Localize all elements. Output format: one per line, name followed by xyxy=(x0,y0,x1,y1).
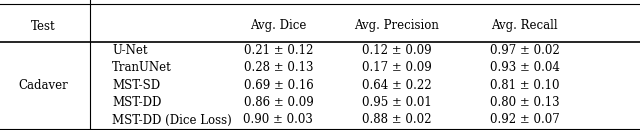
Text: 0.92 ± 0.07: 0.92 ± 0.07 xyxy=(490,113,559,126)
Text: 0.12 ± 0.09: 0.12 ± 0.09 xyxy=(362,44,431,57)
Text: Avg. Recall: Avg. Recall xyxy=(492,20,558,32)
Text: 0.88 ± 0.02: 0.88 ± 0.02 xyxy=(362,113,431,126)
Text: Avg. Precision: Avg. Precision xyxy=(355,20,439,32)
Text: TranUNet: TranUNet xyxy=(112,61,172,74)
Text: 0.93 ± 0.04: 0.93 ± 0.04 xyxy=(490,61,560,74)
Text: 0.90 ± 0.03: 0.90 ± 0.03 xyxy=(243,113,314,126)
Text: 0.95 ± 0.01: 0.95 ± 0.01 xyxy=(362,96,431,109)
Text: MST-DD (Dice Loss): MST-DD (Dice Loss) xyxy=(112,113,232,126)
Text: 0.28 ± 0.13: 0.28 ± 0.13 xyxy=(244,61,313,74)
Text: 0.64 ± 0.22: 0.64 ± 0.22 xyxy=(362,79,431,92)
Text: 0.81 ± 0.10: 0.81 ± 0.10 xyxy=(490,79,559,92)
Text: MST-SD: MST-SD xyxy=(112,79,160,92)
Text: Test: Test xyxy=(31,20,56,32)
Text: 0.69 ± 0.16: 0.69 ± 0.16 xyxy=(244,79,313,92)
Text: 0.86 ± 0.09: 0.86 ± 0.09 xyxy=(244,96,313,109)
Text: 0.80 ± 0.13: 0.80 ± 0.13 xyxy=(490,96,559,109)
Text: Cadaver: Cadaver xyxy=(19,79,68,92)
Text: 0.21 ± 0.12: 0.21 ± 0.12 xyxy=(244,44,313,57)
Text: MST-DD: MST-DD xyxy=(112,96,161,109)
Text: Avg. Dice: Avg. Dice xyxy=(250,20,307,32)
Text: U-Net: U-Net xyxy=(112,44,147,57)
Text: 0.97 ± 0.02: 0.97 ± 0.02 xyxy=(490,44,559,57)
Text: 0.17 ± 0.09: 0.17 ± 0.09 xyxy=(362,61,431,74)
